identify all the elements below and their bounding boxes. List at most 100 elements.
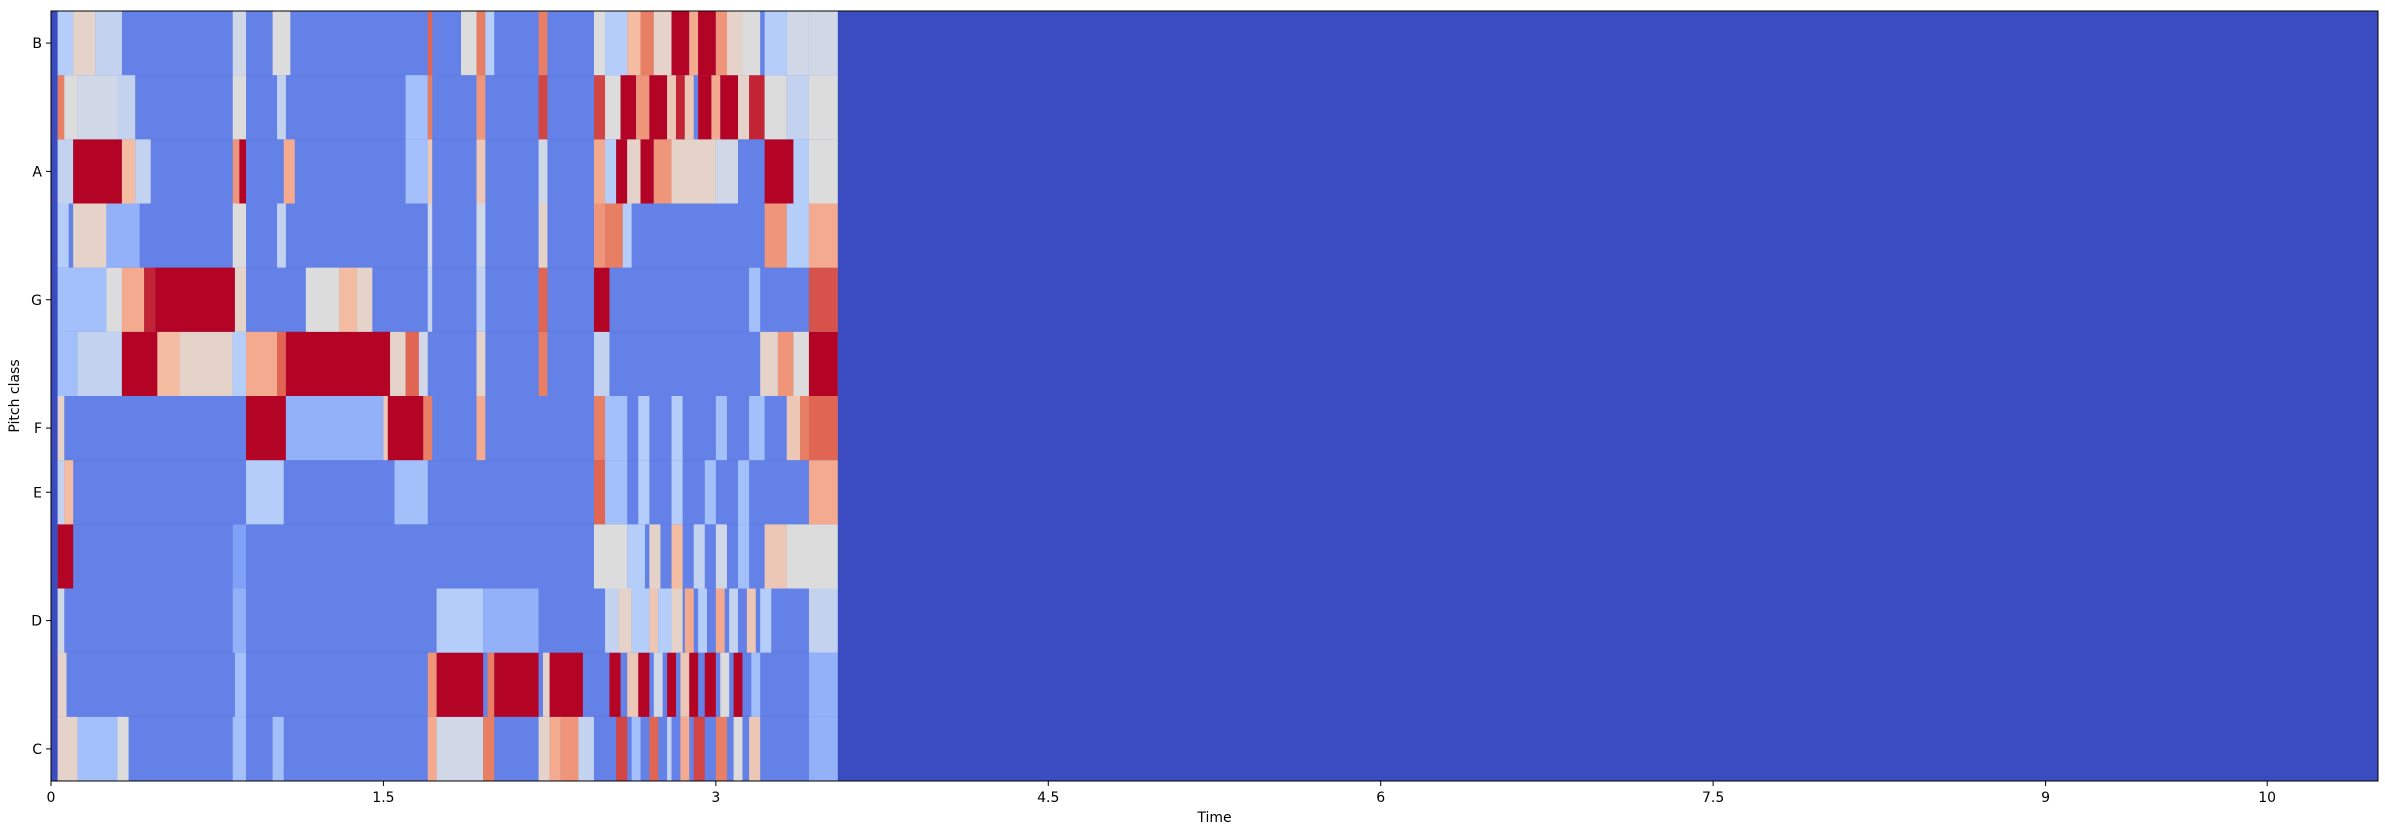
heatmap-cell <box>605 396 628 461</box>
heatmap-cell <box>808 652 838 717</box>
heatmap-cell <box>57 396 65 461</box>
heatmap-cell <box>749 716 761 781</box>
heatmap-cell <box>653 139 672 204</box>
heatmap-cell <box>671 524 683 589</box>
heatmap-cell <box>427 203 433 268</box>
heatmap-cell <box>57 75 65 140</box>
heatmap-cell <box>144 267 156 332</box>
heatmap-cell <box>387 396 424 461</box>
heatmap-cell <box>77 75 118 140</box>
y-tick-label: F <box>34 421 42 437</box>
heatmap-cell <box>483 588 539 653</box>
y-axis-ticks: C D E F G A B <box>31 36 51 758</box>
heatmap-cell <box>77 331 122 396</box>
heatmap-cell <box>121 139 136 204</box>
x-axis-label: Time <box>1196 810 1231 826</box>
x-axis-ticks: 0 1.5 3 4.5 6 7.5 9 10 <box>47 781 2276 806</box>
heatmap-cell <box>64 75 78 140</box>
heatmap-cell <box>57 203 69 268</box>
heatmap-cell <box>57 11 74 76</box>
heatmap-cell <box>232 524 247 589</box>
heatmap-cell <box>117 75 136 140</box>
heatmap-cell <box>487 652 495 717</box>
heatmap-cell <box>483 716 495 781</box>
heatmap-cell <box>73 139 122 204</box>
heatmap-cell <box>793 139 809 204</box>
heatmap-cell <box>751 652 761 717</box>
heatmap-cell <box>715 396 727 461</box>
heatmap-cell <box>715 716 727 781</box>
heatmap-cell <box>57 331 78 396</box>
axes-frame <box>50 10 2379 782</box>
heatmap-row-base-E <box>57 460 838 525</box>
heatmap-cell <box>593 524 628 589</box>
heatmap-cells <box>51 11 2378 781</box>
heatmap-cell <box>684 75 694 140</box>
heatmap-cell <box>305 267 340 332</box>
heatmap-cell <box>57 267 107 332</box>
heatmap-cell <box>418 331 428 396</box>
heatmap-cell <box>436 588 484 653</box>
heatmap-cell <box>285 396 384 461</box>
heatmap-cell <box>234 267 247 332</box>
heatmap-cell <box>239 139 247 204</box>
heatmap-cell <box>800 396 809 461</box>
heatmap-cell <box>631 588 650 653</box>
heatmap-cell <box>808 203 838 268</box>
heatmap-cell <box>671 460 683 525</box>
heatmap-cell <box>627 652 639 717</box>
heatmap-cell <box>649 588 659 653</box>
heatmap-cell <box>246 331 278 396</box>
heatmap-cell <box>106 267 122 332</box>
heatmap-cell <box>405 75 428 140</box>
heatmap-cell <box>390 331 406 396</box>
heatmap-cell <box>538 139 548 204</box>
heatmap-cell <box>73 11 96 76</box>
heatmap-cell <box>698 11 716 76</box>
heatmap-cell <box>121 267 145 332</box>
heatmap-cell <box>638 460 650 525</box>
heatmap-cell <box>549 716 561 781</box>
heatmap-cell <box>117 716 129 781</box>
heatmap-cell <box>593 75 606 140</box>
heatmap-cell <box>476 203 486 268</box>
heatmap-cell <box>605 460 628 525</box>
heatmap-cell <box>631 716 641 781</box>
heatmap-cell <box>57 652 67 717</box>
heatmap-cell <box>272 11 291 76</box>
heatmap-cell <box>77 716 122 781</box>
heatmap-cell <box>649 716 659 781</box>
heatmap-cell <box>808 75 838 140</box>
heatmap-cell <box>715 524 727 589</box>
x-tick-label: 1.5 <box>372 790 394 806</box>
heatmap-cell <box>232 716 247 781</box>
heatmap-cell <box>733 716 743 781</box>
heatmap-cell <box>808 396 838 461</box>
heatmap-cell <box>277 75 286 140</box>
heatmap-cell <box>749 75 765 140</box>
heatmap-cell <box>808 11 838 76</box>
y-axis-label: Pitch class <box>7 359 23 432</box>
heatmap-cell <box>57 524 74 589</box>
heatmap-cell <box>764 75 787 140</box>
heatmap-cell <box>339 267 357 332</box>
heatmap-cell <box>749 396 765 461</box>
heatmap-cell <box>720 75 739 140</box>
heatmap-cell <box>605 139 617 204</box>
heatmap-cell <box>57 460 65 525</box>
heatmap-cell <box>277 203 286 268</box>
heatmap-cell <box>605 203 623 268</box>
heatmap-cell <box>667 716 672 781</box>
heatmap-cell <box>808 716 838 781</box>
heatmap-cell <box>593 396 606 461</box>
heatmap-cell <box>616 139 628 204</box>
heatmap-cell <box>620 75 637 140</box>
heatmap-cell <box>234 652 247 717</box>
heatmap-cell <box>95 11 122 76</box>
heatmap-cell <box>285 331 391 396</box>
heatmap-cell <box>593 11 606 76</box>
heatmap-cell <box>638 396 650 461</box>
heatmap-cell <box>405 331 419 396</box>
heatmap-cell <box>786 524 838 589</box>
